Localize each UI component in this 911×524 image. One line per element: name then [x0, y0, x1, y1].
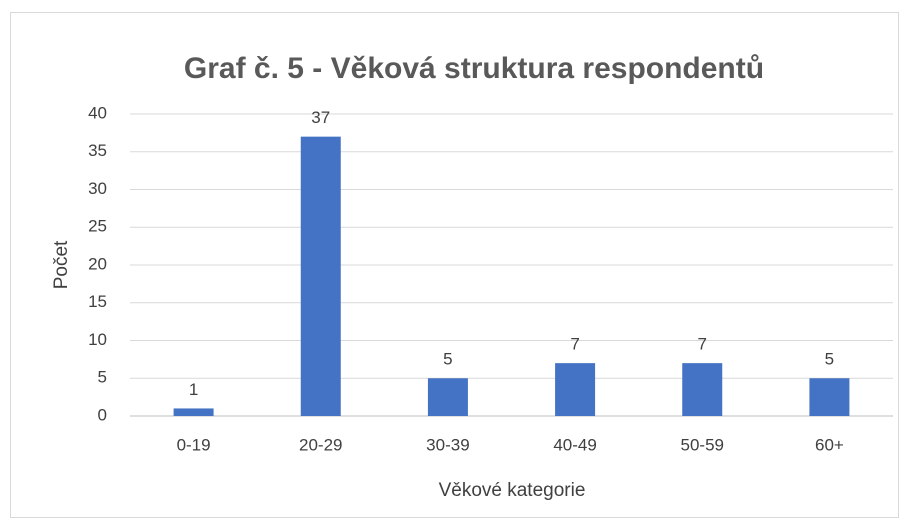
bar [300, 136, 341, 416]
data-label: 37 [311, 108, 330, 127]
y-tick-label: 5 [98, 368, 107, 387]
x-axis-title: Věkové kategorie [439, 480, 586, 501]
data-label: 5 [443, 350, 452, 369]
x-tick-label: 20-29 [299, 435, 342, 454]
y-tick-label: 0 [98, 405, 107, 424]
y-tick-label: 30 [88, 179, 107, 198]
y-tick-label: 35 [88, 141, 107, 160]
data-label: 5 [825, 350, 834, 369]
chart-title: Graf č. 5 - Věková struktura respondentů [184, 52, 764, 85]
data-label: 7 [570, 335, 579, 354]
x-tick-label: 50-59 [681, 435, 724, 454]
y-tick-label: 40 [88, 103, 107, 122]
x-tick-label: 40-49 [553, 435, 596, 454]
data-label: 1 [189, 380, 198, 399]
y-tick-label: 10 [88, 330, 107, 349]
x-tick-label: 60+ [815, 435, 844, 454]
bar [173, 408, 214, 416]
bar [555, 363, 596, 416]
x-tick-label: 0-19 [177, 435, 211, 454]
bar [809, 378, 850, 416]
bar [682, 363, 723, 416]
y-axis-title: Počet [51, 240, 72, 289]
y-tick-label: 15 [88, 292, 107, 311]
bar [427, 378, 468, 416]
x-tick-label: 30-39 [426, 435, 469, 454]
y-tick-label: 20 [88, 254, 107, 273]
y-tick-label: 25 [88, 217, 107, 236]
data-label: 7 [698, 335, 707, 354]
